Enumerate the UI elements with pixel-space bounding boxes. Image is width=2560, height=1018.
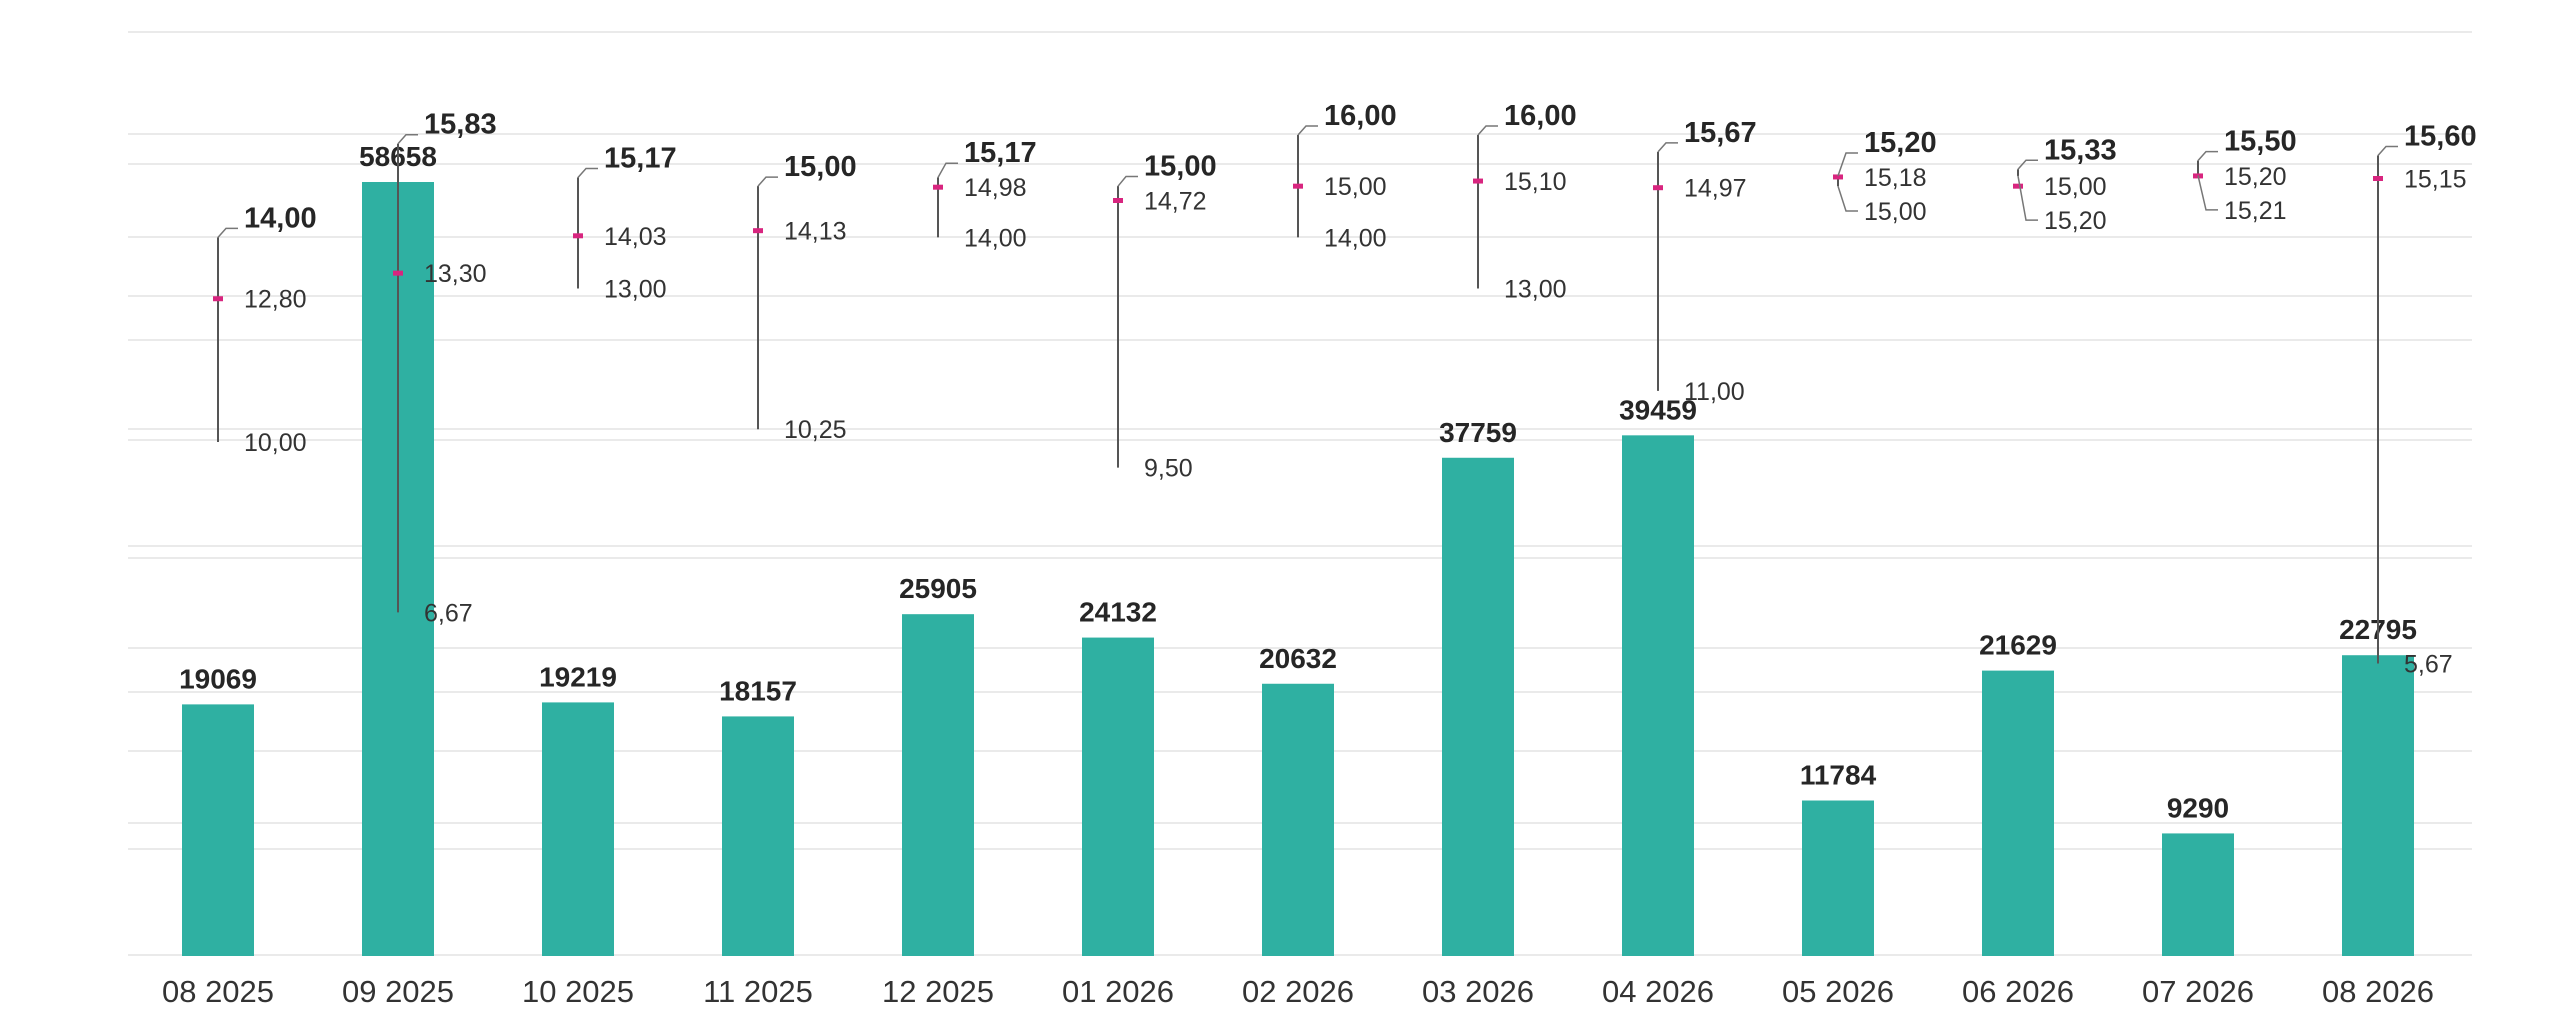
range-mean-label: 14,13 — [784, 218, 847, 246]
range-low-label: 15,20 — [2044, 207, 2107, 235]
x-axis: 08 2025 09 2025 10 2025 11 2025 12 2025 01 20… — [162, 974, 2434, 1009]
label-leader — [1297, 125, 1318, 136]
x-tick-label: 02 2026 — [1242, 974, 1354, 1009]
bar-value-label: 9290 — [2167, 792, 2229, 823]
range-high-label: 14,00 — [244, 202, 317, 234]
range-series: 14,00 12,80 10,00 15,83 13,30 6,67 15,17 14,03 1… — [213, 100, 2477, 679]
bar-value-label: 21629 — [1979, 630, 2057, 661]
bar — [182, 704, 254, 956]
bar — [542, 702, 614, 956]
range-low-label: 15,00 — [1864, 198, 1927, 226]
x-tick-label: 10 2025 — [522, 974, 634, 1009]
range-mean-label: 14,97 — [1684, 175, 1747, 203]
range-low-label: 14,00 — [1324, 224, 1387, 252]
bar-value-label: 25905 — [899, 573, 977, 604]
label-leader — [1477, 125, 1498, 136]
label-leader — [577, 167, 598, 178]
bar-value-label: 20632 — [1259, 643, 1337, 674]
x-tick-label: 09 2025 — [342, 974, 454, 1009]
range-mean-label: 15,00 — [2044, 173, 2107, 201]
range-mean-label: 15,10 — [1504, 168, 1567, 196]
x-tick-label: 07 2026 — [2142, 974, 2254, 1009]
range-high-label: 15,67 — [1684, 117, 1757, 149]
range-high-label: 16,00 — [1324, 100, 1397, 132]
bar — [1442, 457, 1514, 956]
range-low-label: 11,00 — [1684, 378, 1745, 406]
range-high-label: 15,33 — [2044, 134, 2117, 166]
label-leader — [2017, 175, 2038, 221]
range-mean-label: 13,30 — [424, 260, 487, 288]
x-tick-label: 03 2026 — [1422, 974, 1534, 1009]
label-leader — [2017, 159, 2038, 170]
range-mean-label: 14,98 — [964, 174, 1027, 202]
range-low-label: 14,00 — [964, 224, 1027, 252]
range-mean-label: 14,03 — [604, 223, 667, 251]
bar — [1262, 683, 1334, 956]
range-mean-label: 15,15 — [2404, 165, 2467, 193]
bar — [1802, 800, 1874, 956]
x-tick-label: 06 2026 — [1962, 974, 2074, 1009]
bar-value-label: 19069 — [179, 663, 257, 694]
bar — [722, 716, 794, 956]
range-low-label: 10,25 — [784, 416, 847, 444]
range-high-label: 15,17 — [604, 142, 677, 174]
range-high-label: 16,00 — [1504, 100, 1577, 132]
x-tick-label: 05 2026 — [1782, 974, 1894, 1009]
label-leader — [937, 162, 958, 178]
label-leader — [2197, 175, 2218, 211]
range-high-label: 15,00 — [784, 151, 857, 183]
range-mean-label: 12,80 — [244, 286, 307, 314]
x-tick-label: 12 2025 — [882, 974, 994, 1009]
range-high-label: 15,83 — [424, 109, 497, 141]
label-leader — [2377, 145, 2398, 156]
range-mean-label: 15,00 — [1324, 173, 1387, 201]
range-mean-label: 15,20 — [2224, 163, 2287, 191]
label-leader — [217, 227, 238, 238]
bar — [1982, 670, 2054, 956]
bar-value-label: 18157 — [719, 675, 797, 706]
range-high-label: 15,60 — [2404, 120, 2477, 152]
range-low-label: 13,00 — [604, 276, 667, 304]
range-high-label: 15,17 — [964, 137, 1037, 169]
range-low-label: 15,21 — [2224, 197, 2287, 225]
bar-value-label: 39459 — [1619, 394, 1697, 425]
range-mean-label: 15,18 — [1864, 164, 1927, 192]
label-leader — [397, 133, 418, 145]
label-leader — [1837, 152, 1858, 177]
label-leader — [757, 176, 778, 187]
range-high-label: 15,20 — [1864, 127, 1937, 159]
bar — [902, 614, 974, 956]
bar-value-label: 11784 — [1800, 760, 1877, 791]
label-leader — [1657, 142, 1678, 153]
range-mean-label: 14,72 — [1144, 187, 1207, 215]
label-leader — [1837, 185, 1858, 212]
bar-value-label: 37759 — [1439, 417, 1517, 448]
range-low-label: 5,67 — [2404, 651, 2453, 679]
range-low-label: 9,50 — [1144, 455, 1193, 483]
label-leader — [1117, 175, 1138, 187]
bar-value-label: 19219 — [539, 661, 617, 692]
range-high-label: 15,50 — [2224, 126, 2297, 158]
bar — [1082, 637, 1154, 956]
bar-value-label: 24132 — [1079, 597, 1157, 628]
x-tick-label: 01 2026 — [1062, 974, 1174, 1009]
range-low-label: 13,00 — [1504, 276, 1567, 304]
x-tick-label: 08 2025 — [162, 974, 274, 1009]
bar — [2162, 833, 2234, 956]
label-leader — [2197, 150, 2218, 162]
range-low-label: 6,67 — [424, 599, 473, 627]
x-tick-label: 11 2025 — [703, 974, 813, 1009]
x-tick-label: 04 2026 — [1602, 974, 1714, 1009]
range-high-label: 15,00 — [1144, 150, 1217, 182]
range-low-label: 10,00 — [244, 429, 307, 457]
bar — [2342, 655, 2414, 956]
bar — [1622, 435, 1694, 956]
x-tick-label: 08 2026 — [2322, 974, 2434, 1009]
